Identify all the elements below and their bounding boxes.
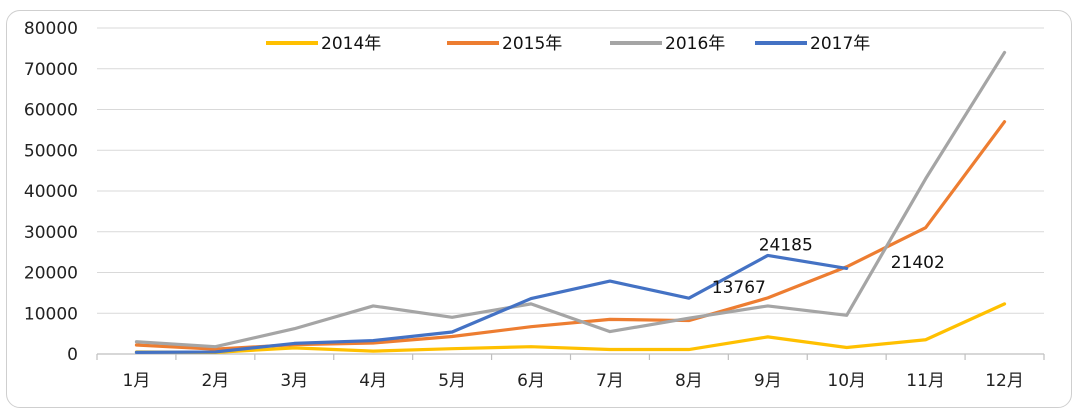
y-tick-label: 0 [67, 345, 78, 365]
data-labels: 24185 21402 13767 [712, 235, 945, 297]
y-tick-label: 20000 [24, 264, 78, 284]
x-tick-label: 11月 [906, 371, 945, 391]
series-line-2017年 [134, 253, 849, 354]
x-tick-label: 7月 [596, 371, 624, 391]
data-label: 13767 [712, 278, 766, 298]
data-label: 24185 [759, 235, 813, 255]
legend-label: 2017年 [810, 34, 870, 54]
series-line-2014年 [134, 302, 1007, 354]
y-axis-ticks: 0 10000 20000 30000 40000 50000 60000 70000 8000… [24, 19, 78, 365]
y-tick-label: 50000 [24, 141, 78, 161]
x-tick-label: 12月 [985, 371, 1024, 391]
legend-label: 2016年 [665, 34, 725, 54]
x-tick-label: 2月 [201, 371, 229, 391]
legend: 2014年 2015年 2016年 2017年 [266, 34, 870, 54]
y-tick-label: 30000 [24, 223, 78, 243]
y-tick-label: 60000 [24, 101, 78, 121]
gridlines [97, 27, 1044, 355]
y-tick-label: 80000 [24, 19, 78, 39]
legend-label: 2015年 [502, 34, 562, 54]
series-line-2016年 [134, 50, 1007, 349]
series-lines [134, 50, 1007, 354]
x-tick-label: 10月 [827, 371, 866, 391]
x-tick-label: 8月 [675, 371, 703, 391]
x-tick-label: 4月 [359, 371, 387, 391]
y-tick-label: 70000 [24, 60, 78, 80]
x-tick-label: 9月 [754, 371, 782, 391]
chart-frame [6, 10, 1072, 408]
legend-label: 2014年 [321, 34, 381, 54]
x-tick-label: 3月 [280, 371, 308, 391]
y-tick-label: 10000 [24, 304, 78, 324]
x-tick-label: 6月 [517, 371, 545, 391]
series-line-2015年 [134, 120, 1007, 351]
x-axis: 1月 2月 3月 4月 5月 6月 7月 8月 9月 10月 11月 12月 [96, 353, 1045, 391]
y-tick-label: 40000 [24, 182, 78, 202]
x-tick-label: 5月 [438, 371, 466, 391]
data-label: 21402 [891, 253, 945, 273]
x-tick-label: 1月 [123, 371, 151, 391]
